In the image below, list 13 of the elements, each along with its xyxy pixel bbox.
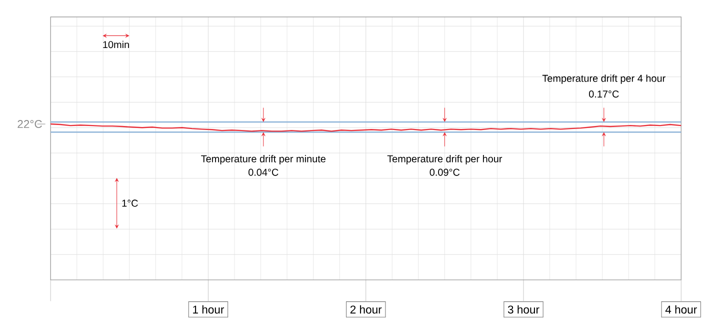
- annotation: 0.04°C: [248, 168, 278, 176]
- annotation: 1°C: [122, 200, 138, 207]
- annotation: Temperature drift per minute: [201, 155, 326, 164]
- x-tick-label: 1 hour: [193, 305, 224, 314]
- x-tick-label: 4 hour: [665, 305, 697, 314]
- annotation: 0.09°C: [430, 168, 460, 176]
- x-tick-label: 3 hour: [508, 305, 540, 314]
- text: 10min: [103, 40, 129, 48]
- x-tick-label: 2 hour: [350, 305, 382, 314]
- text: 22°C: [18, 120, 42, 128]
- text: 0.17°C: [589, 90, 619, 98]
- text: Temperature drift per 4 hour: [542, 74, 666, 84]
- annotation: Temperature drift per hour: [387, 155, 502, 164]
